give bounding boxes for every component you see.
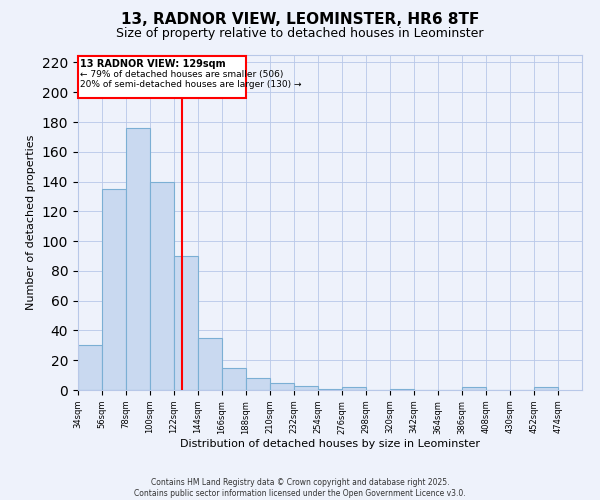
Bar (222, 368, 246, 390)
Text: 13, RADNOR VIEW, LEOMINSTER, HR6 8TF: 13, RADNOR VIEW, LEOMINSTER, HR6 8TF (121, 12, 479, 28)
Bar (294, 386, 318, 390)
X-axis label: Distribution of detached houses by size in Leominster: Distribution of detached houses by size … (180, 440, 480, 450)
Text: 20% of semi-detached houses are larger (130) →: 20% of semi-detached houses are larger (… (80, 80, 302, 90)
Bar (534, 387, 558, 390)
Text: 13 RADNOR VIEW: 129sqm: 13 RADNOR VIEW: 129sqm (80, 60, 226, 70)
Bar (102, 189, 126, 390)
Bar (462, 387, 486, 390)
Bar (246, 378, 270, 390)
Bar (78, 346, 102, 390)
Bar (270, 382, 294, 390)
Bar (126, 128, 150, 390)
Bar (78, 56, 246, 98)
Bar (150, 182, 174, 390)
Text: ← 79% of detached houses are smaller (506): ← 79% of detached houses are smaller (50… (80, 70, 284, 79)
Bar (198, 338, 222, 390)
Bar (174, 256, 198, 390)
Bar (318, 388, 342, 390)
Text: Contains HM Land Registry data © Crown copyright and database right 2025.
Contai: Contains HM Land Registry data © Crown c… (134, 478, 466, 498)
Bar (342, 387, 366, 390)
Y-axis label: Number of detached properties: Number of detached properties (26, 135, 36, 310)
Bar (390, 388, 414, 390)
Text: Size of property relative to detached houses in Leominster: Size of property relative to detached ho… (116, 28, 484, 40)
